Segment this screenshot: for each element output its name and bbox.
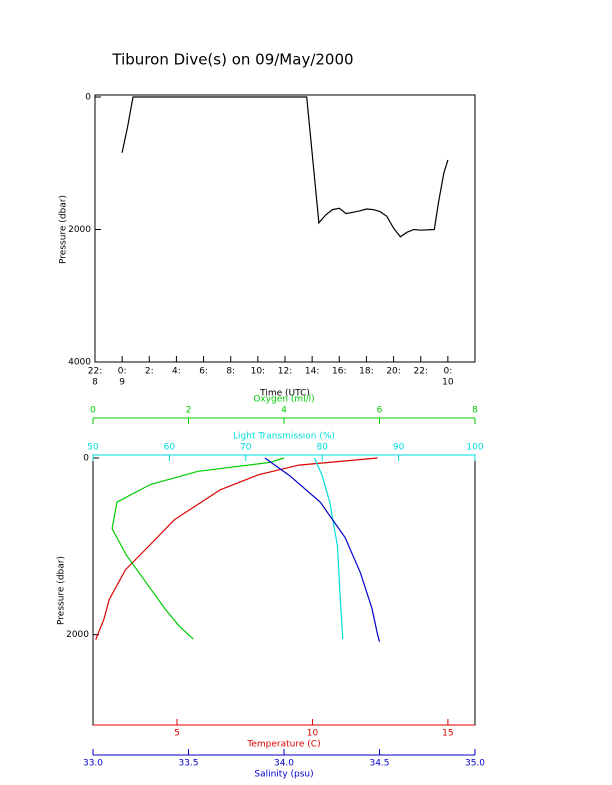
x-tick-label: 12: bbox=[278, 367, 292, 377]
x-tick-label: 80 bbox=[316, 443, 328, 453]
x-tick-label: 34.0 bbox=[274, 759, 294, 769]
x-tick-label: 22: bbox=[413, 367, 427, 377]
x-tick-label: 50 bbox=[87, 443, 99, 453]
y-tick-label: 0 bbox=[83, 454, 89, 464]
x-tick-label: 4 bbox=[281, 406, 287, 416]
day-label: 10 bbox=[442, 378, 454, 388]
x-tick-label: 8 bbox=[472, 406, 478, 416]
day-label: 9 bbox=[119, 378, 125, 388]
x-tick-label: 8: bbox=[226, 367, 235, 377]
x-tick-label: 4: bbox=[172, 367, 181, 377]
x-tick-label: 0: bbox=[118, 367, 127, 377]
x-tick-label: 35.0 bbox=[465, 759, 485, 769]
plot-frame bbox=[94, 94, 476, 363]
y-tick-label: 0 bbox=[85, 93, 91, 103]
y-tick-label: 4000 bbox=[68, 358, 91, 368]
x-tick-label: 70 bbox=[240, 443, 252, 453]
profile-line bbox=[95, 457, 378, 640]
profile-line bbox=[264, 457, 381, 642]
x-tick-label: 18: bbox=[359, 367, 373, 377]
x-axis-label: Oxygen (ml/l) bbox=[253, 395, 314, 405]
x-axis-label: Time (UTC) bbox=[259, 389, 310, 399]
plot-frame bbox=[92, 454, 476, 726]
day-label: 8 bbox=[92, 378, 98, 388]
x-tick-label: 100 bbox=[466, 443, 483, 453]
x-tick-label: 90 bbox=[393, 443, 405, 453]
line bbox=[121, 96, 449, 238]
x-tick-label: 2: bbox=[145, 367, 154, 377]
chart-title: Tiburon Dive(s) on 09/May/2000 bbox=[111, 51, 353, 69]
x-tick-label: 6: bbox=[199, 367, 208, 377]
x-tick-label: 2 bbox=[186, 406, 192, 416]
y-axis-label: Pressure (dbar) bbox=[57, 556, 67, 625]
y-tick-label: 2000 bbox=[68, 225, 91, 235]
x-tick-label: 20: bbox=[386, 367, 400, 377]
profile-line bbox=[111, 457, 285, 640]
x-tick-label: 22: bbox=[88, 367, 102, 377]
x-tick-label: 14: bbox=[305, 367, 319, 377]
x-tick-label: 15 bbox=[442, 729, 453, 739]
x-axis-label: Light Transmission (%) bbox=[233, 432, 335, 442]
y-axis-label: Pressure (dbar) bbox=[59, 195, 69, 264]
x-axis-label: Temperature (C) bbox=[246, 740, 320, 750]
profile-line bbox=[314, 457, 344, 640]
x-tick-label: 33.0 bbox=[83, 759, 103, 769]
x-tick-label: 33.5 bbox=[178, 759, 198, 769]
x-tick-label: 60 bbox=[164, 443, 176, 453]
x-tick-label: 10: bbox=[251, 367, 265, 377]
x-tick-label: 16: bbox=[332, 367, 346, 377]
x-tick-label: 34.5 bbox=[369, 759, 389, 769]
x-tick-label: 0 bbox=[90, 406, 96, 416]
x-tick-label: 5 bbox=[174, 729, 180, 739]
y-tick-label: 2000 bbox=[66, 630, 89, 640]
x-axis-label: Salinity (psu) bbox=[254, 770, 313, 780]
x-tick-label: 6 bbox=[377, 406, 383, 416]
x-tick-label: 0: bbox=[443, 367, 452, 377]
x-tick-label: 10 bbox=[307, 729, 319, 739]
